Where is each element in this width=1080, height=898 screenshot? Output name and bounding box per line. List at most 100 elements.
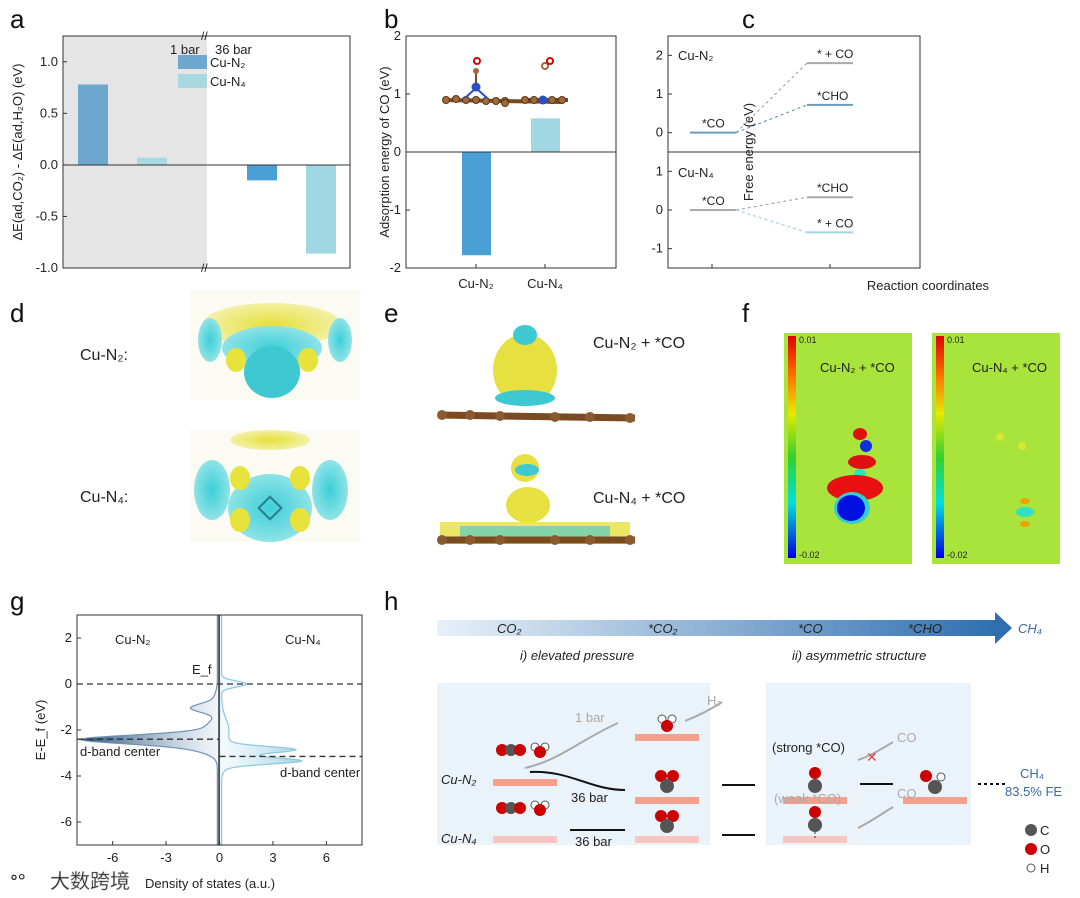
y-tick-label: 1 [656,86,663,101]
cu-n4-co-structure-icon [521,57,568,105]
label-weak-co: (weak *CO) [774,791,841,806]
x-tick-label: 3 [269,850,276,865]
co2-h2o-molecules-icon [496,800,550,816]
panel-a-chart: 1.0 0.5 0.0 -0.5 -1.0 // // 1 bar 36 bar Cu-… [10,29,351,275]
label-1bar: 1 bar [575,710,605,725]
y-tick-label: -1 [651,241,663,256]
series-label-cu-n2: Cu-N₂ [115,632,150,647]
adsorbed-co2-icon [655,770,679,833]
adsorbed-h2o-icon [657,714,677,732]
arrow-1bar [524,722,619,769]
label-h2: H₂ [707,693,721,708]
connector-line [735,62,808,134]
label-ch4-product: CH₄ [1020,766,1044,781]
bar-cu-n4 [531,118,560,152]
cu-n4-charge-density-image [190,430,360,542]
axis-break: // [201,29,208,43]
connector-line [735,209,808,233]
structure-box [766,683,971,845]
legend-swatch-cu-n4 [178,74,207,88]
watermark: 大数跨境 [50,870,130,893]
bar-cu-n4-1bar [137,157,167,165]
y-tick-label: 1.0 [40,54,58,69]
watermark-logo-icon: ᐤ° [10,871,26,893]
panel-label-e: e [384,298,398,328]
group-label-1bar: 1 bar [170,42,200,57]
colorbar [788,336,796,558]
step2-label: ii) asymmetric structure [792,648,926,663]
pathway-arrow [437,620,997,636]
panel-h-scheme: CO₂ *CO₂ *CO *CHO CH₄ i) elevated pressu… [437,612,1062,876]
label-cu-n2-co: Cu-N₂ + *CO [593,335,685,352]
arrow-co-desorb-blocked [857,741,894,761]
pathway-arrow-head [995,612,1012,644]
cu-n2-co-charge-image [437,325,636,423]
y-axis-label: Adsorption energy of CO (eV) [377,66,392,237]
adsorbed-co-icon [808,767,822,840]
energy-level-label: *CHO [817,89,848,103]
panel-e: Cu-N₂ + *CO Cu-N₄ + *CO [437,325,685,545]
y-tick-label: -1.0 [36,260,58,275]
pathway-cho-ads: *CHO [908,621,942,636]
fermi-label: E_f [192,662,212,677]
charge-map-cu-n4: 0.01 -0.02 Cu-N₄ + *CO [932,333,1060,564]
arrow-h2 [684,701,723,722]
bar-cu-n2 [462,152,491,256]
label-cu-n4: Cu-N₄: [80,489,128,506]
legend-swatch-cu-n2 [178,55,207,69]
y-tick-label: -2 [60,722,72,737]
panel-label-d: d [10,298,24,328]
y-tick-label: 1 [656,163,663,178]
y-tick-label: 2 [656,47,663,62]
colorbar-min: -0.02 [799,550,820,560]
atom-legend: C O H [1025,823,1050,876]
map-title: Cu-N₂ + *CO [820,360,895,375]
dos-curve-cu-n4 [218,614,304,846]
y-tick-label: -0.5 [36,208,58,223]
label-cu-n4-co: Cu-N₄ + *CO [593,490,685,507]
series-label-cu-n4: Cu-N₄ [285,632,321,647]
bar-cu-n2-1bar [78,84,108,165]
arrow-36bar [529,770,626,791]
y-axis-label: Free energy (eV) [741,103,756,201]
legend-o: O [1040,842,1050,857]
connector-line [735,104,808,134]
x-tick-cu-n4: Cu-N₄ [527,276,563,291]
pathway-co2: CO₂ [497,621,522,636]
y-axis-label: ΔE(ad,CO₂) - ΔE(ad,H₂O) (eV) [10,64,25,241]
axis-break: // [201,261,208,275]
panel-d: Cu-N₂: Cu-N₄: [80,290,360,542]
y-tick-label: 0.0 [40,157,58,172]
bar-cu-n4-36bar [306,164,336,254]
y-tick-label: -6 [60,814,72,829]
co2-h2o-molecules-icon [496,742,550,758]
energy-level-label: *CO [702,194,725,208]
energy-level-label: * + CO [817,47,853,61]
group-label-36bar: 36 bar [215,42,253,57]
adsorbed-cho-icon [920,770,946,794]
subplot-title-cu-n4: Cu-N₄ [678,165,714,180]
plot-frame [62,35,351,269]
oxygen-atom-icon [1025,843,1037,855]
label-strong-co: (strong *CO) [772,740,845,755]
x-tick-label: -6 [107,850,119,865]
x-tick-label: 6 [323,850,330,865]
x-tick-label: 0 [216,850,223,865]
cu-n2-charge-density-image [190,290,360,400]
panel-label-f: f [742,298,750,328]
subplot-title-cu-n2: Cu-N₂ [678,48,713,63]
pathway-co-ads: *CO [798,621,823,636]
d-band-label-cu-n2: d-band center [80,744,161,759]
energy-level-label: *CO [702,117,725,131]
hydrogen-atom-icon [1026,863,1036,873]
y-tick-label: 0 [656,202,663,217]
energy-level-label: * + CO [817,216,853,230]
panel-label-a: a [10,4,25,34]
pathway-co2-ads: *CO₂ [648,621,678,636]
x-axis-label: Density of states (a.u.) [145,876,275,891]
y-tick-label: 0 [65,676,72,691]
y-tick-label: 1 [394,86,401,101]
legend-c: C [1040,823,1049,838]
y-axis-label: E-E_f (eV) [33,700,48,761]
